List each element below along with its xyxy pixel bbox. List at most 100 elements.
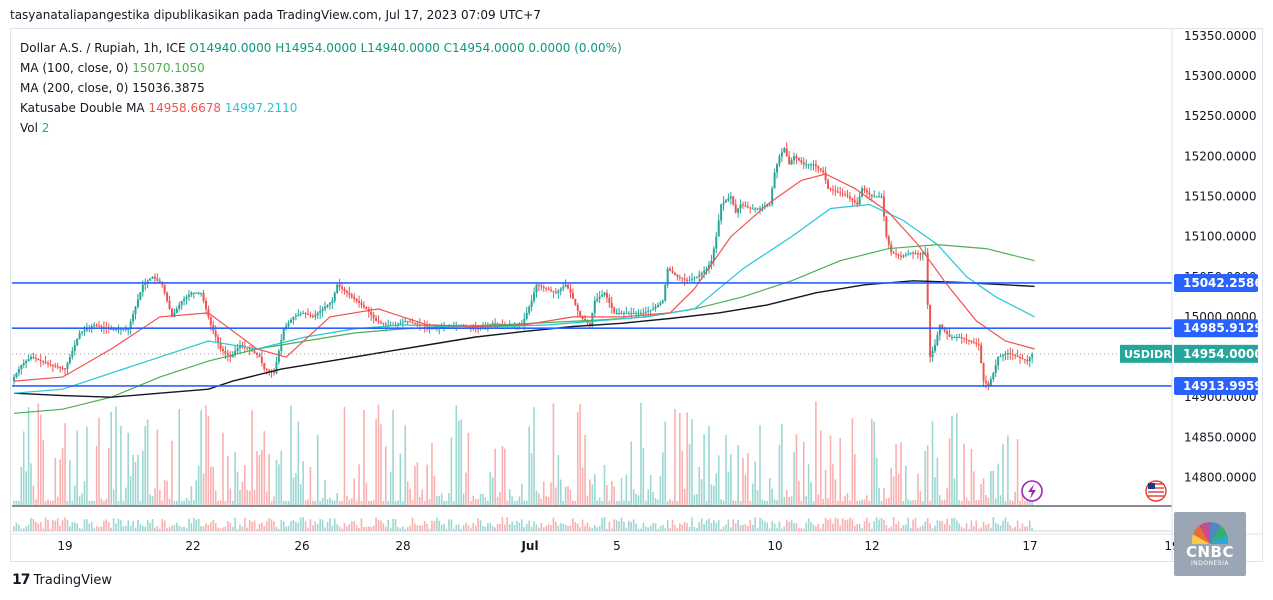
candle-body (311, 315, 314, 317)
time-axis[interactable]: 19 22 26 28 Jul 5 10 12 17 19 (10, 533, 1263, 553)
volume-bar (693, 494, 696, 505)
sub-volume-bar (732, 519, 735, 531)
volume-bar (810, 482, 812, 505)
price-axis[interactable]: 15350.0000 15300.0000 15250.0000 15200.0000… (1120, 29, 1263, 561)
sub-volume-bar (798, 527, 800, 531)
volume-bar (596, 500, 598, 505)
sub-volume-bar (832, 523, 834, 531)
sub-volume-bar (462, 525, 465, 531)
candle-body (885, 216, 888, 237)
candle-body (1006, 353, 1009, 355)
footer-branding[interactable]: 17 TradingView (12, 572, 112, 588)
candle-body (61, 367, 64, 369)
sub-volume-bar (965, 523, 968, 531)
volume-bar (103, 500, 105, 505)
candle-body (904, 254, 907, 256)
volume-bar (1024, 500, 1026, 505)
sub-volume-bar (132, 521, 134, 531)
candle-body (204, 300, 207, 309)
sub-volume-bar (402, 526, 404, 531)
candle-body (404, 320, 407, 322)
volume-bar (861, 499, 863, 505)
volume-bar (436, 496, 438, 505)
sub-volume-bar (212, 519, 215, 531)
sub-volume-bar (426, 523, 428, 531)
volume-bar (144, 426, 147, 505)
legend-volume-row[interactable]: Vol 2 (20, 118, 622, 138)
volume-bar (999, 495, 1002, 505)
symbol-badge (1120, 344, 1172, 363)
sub-volume-bar (662, 524, 664, 531)
candle-body (610, 302, 613, 308)
volume-bar (717, 455, 720, 505)
chart-icons[interactable] (1021, 480, 1167, 502)
volume-bar (895, 444, 897, 505)
sub-volume-bar (282, 521, 285, 531)
candle-body (992, 373, 995, 380)
sub-volume-bar (528, 520, 530, 531)
sub-volume-bar (679, 523, 681, 531)
candle-body (370, 311, 373, 315)
sub-volume-bar (367, 526, 370, 531)
candle-body (166, 292, 169, 301)
candle-body (178, 304, 181, 309)
volume-bar (358, 464, 360, 505)
sub-volume-bar (1024, 526, 1026, 531)
sub-volume-bar (518, 522, 521, 531)
sub-volume-bar (883, 519, 885, 531)
sub-volume-bar (533, 521, 535, 531)
volume-bar (166, 480, 168, 505)
sub-volume-bar (875, 517, 878, 531)
sub-volume-bar (734, 523, 737, 531)
candle-body (729, 196, 732, 199)
volume-bar (324, 480, 326, 505)
candle-body (848, 196, 851, 199)
sub-volume-bar (713, 519, 715, 531)
sub-volume-bar (380, 520, 382, 531)
volume-bar (460, 419, 462, 505)
volume-bar (392, 409, 394, 505)
sub-volume-bar (1004, 517, 1007, 531)
volume-bar (516, 500, 518, 505)
sub-volume-bar (501, 517, 504, 531)
ohlc-low: L14940.0000 (360, 41, 440, 55)
volume-bar (734, 500, 737, 505)
level-badge-0 (1174, 273, 1258, 292)
candle-body (936, 334, 939, 346)
volume-bar (696, 493, 698, 505)
volume-bar (749, 500, 752, 505)
legend-ma100-row[interactable]: MA (100, close, 0) 15070.1050 (20, 58, 622, 78)
volume-bar (610, 480, 613, 505)
volume-bar (129, 476, 132, 505)
sub-volume-bar (574, 521, 577, 531)
legend-double-ma-row[interactable]: Katusabe Double MA 14958.6678 14997.2110 (20, 98, 622, 118)
chart-frame[interactable] (10, 28, 1263, 562)
volume-bar (613, 486, 616, 505)
volume-bar (929, 500, 931, 505)
sub-volume-bar (666, 520, 669, 531)
volume-bar (336, 492, 338, 505)
level-label-1: 14985.9129 (1183, 321, 1263, 335)
sub-volume-bar (686, 522, 688, 531)
candle-body (49, 364, 52, 366)
sub-volume-bar (990, 528, 992, 531)
sub-volume-bar (173, 524, 176, 531)
volume-bar (42, 439, 44, 505)
legend-ma200-row[interactable]: MA (200, close, 0) 15036.3875 (20, 78, 622, 98)
volume-bar (384, 446, 387, 505)
sub-volume-bar (781, 528, 783, 531)
sub-volume-bar (431, 520, 433, 531)
sub-volume-bar (1009, 525, 1012, 531)
candle-body (970, 340, 973, 342)
volume-bar (759, 425, 761, 505)
volume-bar (518, 496, 521, 505)
candle-body (659, 302, 662, 305)
sub-volume-bar (647, 527, 650, 531)
horizontal-levels[interactable] (12, 282, 1172, 387)
sub-volume-bar (202, 526, 205, 531)
candle-body (652, 308, 655, 310)
volume-bar (781, 423, 783, 505)
volume-bar (713, 485, 715, 505)
candle-body (25, 361, 28, 364)
